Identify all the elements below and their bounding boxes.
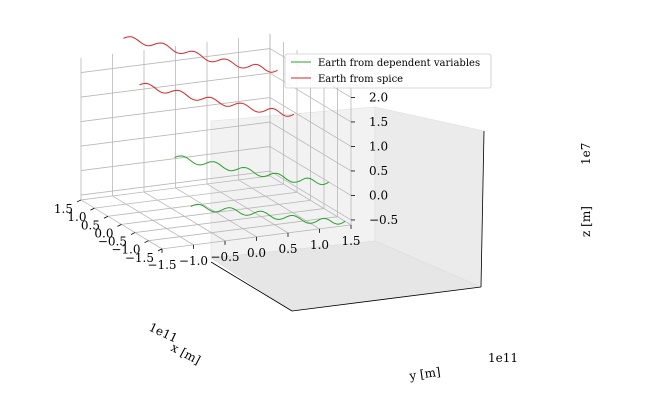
grid-line-z-left [80,170,271,196]
y-tick-label: −1.0 [179,254,208,268]
y-tick-label: −0.5 [210,250,239,264]
y-tick-label: 0.0 [247,246,266,260]
y-tick-label: 0.5 [278,242,297,256]
x-tick-label: 0.5 [81,218,100,232]
x-tick-mark [103,215,109,219]
y-tick-label: −1.5 [147,258,176,272]
x-tick-mark [90,207,95,211]
tick-labels: −1.5−1.0−0.50.00.51.01.5−1.5 −1.0 −0.5 0.0 0… [54,90,398,271]
x-tick-mark [117,224,122,227]
grid-line-z-left [80,48,271,73]
x-tick-mark [76,199,82,203]
x-tick-label: −1.5 [125,251,154,265]
grid-line-z-right [269,170,352,221]
z-tick-label: 1.0 [369,139,388,153]
series-line-dependent-variables [174,155,330,186]
axis-lines [210,130,485,312]
z-axis-line [480,130,485,288]
z-axis-label: z [m] [579,206,593,237]
x-tick-label: −1.0 [111,243,140,257]
legend-label-spice: Earth from spice [318,74,403,85]
legend: Earth from dependent variables Earth fro… [284,53,492,89]
y-tick-label: 1.5 [341,234,360,248]
series-lines [123,36,346,225]
grid-line-z-left [80,121,271,147]
x-tick-label: −0.5 [98,235,127,249]
y-tick-label: 1.0 [310,238,329,252]
x-axis-line [210,261,293,312]
x-tick-label: 0.0 [94,226,113,240]
grid-line-y-floor [269,175,352,226]
x-tick-label: 1.5 [54,202,73,216]
grid-line-z-right [269,97,352,147]
z-tick-label: 2.0 [369,90,388,104]
grid-line-y-floor [143,191,226,242]
grid-line-y-floor [206,183,289,234]
grid-line-z-right [269,72,352,123]
x-tick-mark [144,240,149,244]
grid-line-y-floor [238,179,320,230]
x-axis-offset: 1e11 [147,320,180,345]
x-tick-label: 1.0 [67,210,86,224]
grid-line-z-right [269,121,352,172]
z-tick-label: −0.5 [369,213,398,227]
series-line-dependent-variables [190,203,346,225]
x-tick-mark [157,248,163,252]
y-axis-label: y [m] [407,365,441,383]
z-tick-label: 0.0 [369,188,388,202]
z-tick-label: 1.5 [369,115,388,129]
series-line-spice [139,82,295,117]
z-axis-offset: 1e7 [579,143,593,165]
y-axis-offset: 1e11 [488,351,518,365]
axes-panes [210,106,485,312]
series-line-spice [123,36,278,73]
legend-label-dependent: Earth from dependent variables [318,58,480,69]
grid-line-y-floor [112,195,194,246]
y-axis-line [291,286,482,312]
grid-line-z-left [80,72,271,98]
z-tick-label: 0.5 [369,164,388,178]
grid-line-z-left [80,97,271,122]
legend-box [284,53,492,89]
grid-line-z-left [80,146,271,171]
grid-line-z-right [269,146,352,196]
x-tick-mark [130,232,136,235]
